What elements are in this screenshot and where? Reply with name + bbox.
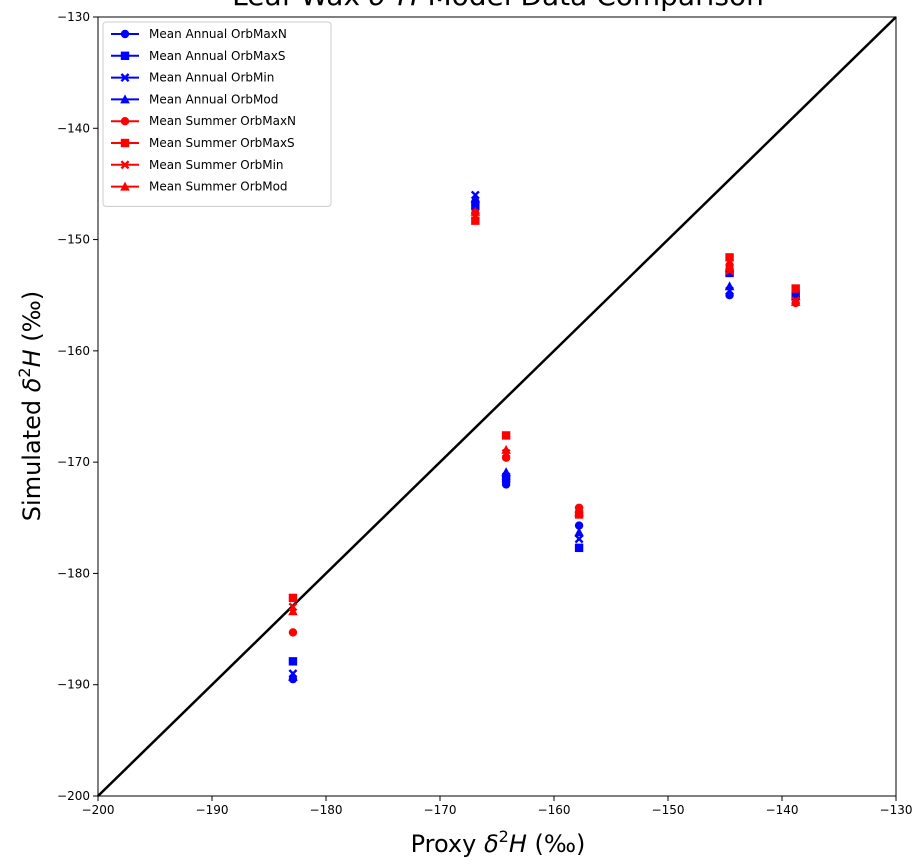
legend: Mean Annual OrbMaxN Mean Annual OrbMaxS Me… bbox=[102, 21, 332, 207]
legend-marker bbox=[120, 181, 130, 191]
y-axis-label: Simulated δ2H (‰) bbox=[15, 291, 46, 521]
series-mean-annual-orbmod bbox=[288, 193, 801, 681]
data-point bbox=[501, 444, 511, 454]
data-point bbox=[288, 657, 298, 666]
legend-item: Mean Annual OrbMin bbox=[111, 71, 274, 85]
one-to-one-line bbox=[97, 16, 897, 797]
x-axis-label: Proxy δ2H (‰) bbox=[411, 827, 586, 858]
plot-area: −200 −190 −180 −170 −160 −150 −140 −130 −200 −190… bbox=[57, 10, 912, 817]
legend-marker bbox=[120, 94, 130, 104]
data-point bbox=[725, 268, 734, 278]
legend-marker bbox=[120, 117, 130, 126]
data-point bbox=[791, 284, 800, 293]
data-point bbox=[790, 296, 801, 306]
y-tick-label: −150 bbox=[57, 233, 90, 247]
data-point bbox=[471, 216, 480, 225]
data-point bbox=[574, 507, 584, 517]
plot-frame bbox=[97, 16, 897, 797]
data-point bbox=[501, 474, 511, 484]
y-tick-label: −180 bbox=[57, 566, 90, 580]
legend-item: Mean Summer OrbMaxS bbox=[111, 136, 295, 150]
x-tick-label: −150 bbox=[652, 803, 685, 817]
x-tick-label: −140 bbox=[766, 803, 799, 817]
legend-item: Mean Annual OrbMaxS bbox=[111, 49, 285, 63]
data-point bbox=[725, 253, 734, 262]
legend-label-mean-summer-orbmod: Mean Summer OrbMod bbox=[149, 180, 288, 194]
data-point bbox=[724, 281, 735, 291]
x-tick-label: −160 bbox=[538, 803, 571, 817]
data-point bbox=[288, 628, 298, 637]
data-point bbox=[470, 206, 481, 216]
legend-marker bbox=[120, 73, 130, 83]
x-tick-label: −180 bbox=[310, 803, 343, 817]
legend-item: Mean Annual OrbMaxN bbox=[111, 27, 287, 41]
y-tick-label: −190 bbox=[57, 678, 90, 692]
legend-item: Mean Annual OrbMod bbox=[111, 92, 278, 106]
x-tick-label: −170 bbox=[424, 803, 457, 817]
data-point bbox=[501, 431, 511, 440]
series-mean-annual-orbmaxs bbox=[288, 201, 800, 666]
series-mean-annual-orbmin bbox=[288, 190, 801, 679]
x-tick-label: −200 bbox=[82, 803, 115, 817]
series-mean-annual-orbmaxn bbox=[288, 197, 800, 684]
legend-marker bbox=[120, 160, 130, 170]
data-point bbox=[574, 534, 584, 544]
x-tick-label: −190 bbox=[196, 803, 229, 817]
x-tick-label: −130 bbox=[880, 803, 913, 817]
legend-marker bbox=[120, 51, 130, 60]
legend-label-mean-summer-orbmin: Mean Summer OrbMin bbox=[149, 158, 284, 172]
legend-label-mean-annual-orbmaxs: Mean Annual OrbMaxS bbox=[149, 49, 285, 63]
legend-label-mean-annual-orbmaxn: Mean Annual OrbMaxN bbox=[149, 27, 287, 41]
legend-label-mean-annual-orbmin: Mean Annual OrbMin bbox=[149, 71, 274, 85]
legend-label-mean-annual-orbmod: Mean Annual OrbMod bbox=[149, 92, 278, 106]
series-mean-summer-orbmin bbox=[288, 211, 801, 612]
legend-marker bbox=[120, 29, 130, 39]
series-mean-summer-orbmod bbox=[288, 206, 801, 616]
legend-label-mean-summer-orbmaxn: Mean Summer OrbMaxN bbox=[149, 114, 296, 128]
data-point bbox=[724, 262, 735, 272]
y-tick-label: −200 bbox=[57, 789, 90, 803]
y-tick-label: −140 bbox=[57, 121, 90, 135]
data-point bbox=[471, 201, 480, 211]
data-point bbox=[574, 521, 584, 530]
series-mean-summer-orbmaxn bbox=[288, 208, 800, 637]
legend-item: Mean Summer OrbMaxN bbox=[111, 114, 296, 128]
y-tick-label: −170 bbox=[57, 455, 90, 469]
y-tick-label: −160 bbox=[57, 344, 90, 358]
data-point bbox=[288, 606, 298, 616]
legend-frame bbox=[102, 21, 332, 207]
data-point bbox=[501, 467, 511, 477]
data-point bbox=[574, 543, 584, 553]
data-point bbox=[470, 193, 481, 203]
data-point bbox=[288, 671, 298, 681]
data-point bbox=[288, 593, 298, 603]
data-point bbox=[574, 527, 584, 537]
chart-title: Leaf Wax δ2H Model Data Comparison bbox=[232, 0, 764, 12]
series-mean-summer-orbmaxs bbox=[288, 216, 800, 603]
legend-item: Mean Summer OrbMod bbox=[111, 180, 288, 194]
legend-marker bbox=[120, 138, 130, 148]
legend-item: Mean Summer OrbMin bbox=[111, 158, 284, 172]
y-tick-label: −130 bbox=[57, 10, 90, 24]
legend-label-mean-summer-orbmaxs: Mean Summer OrbMaxS bbox=[149, 136, 295, 150]
